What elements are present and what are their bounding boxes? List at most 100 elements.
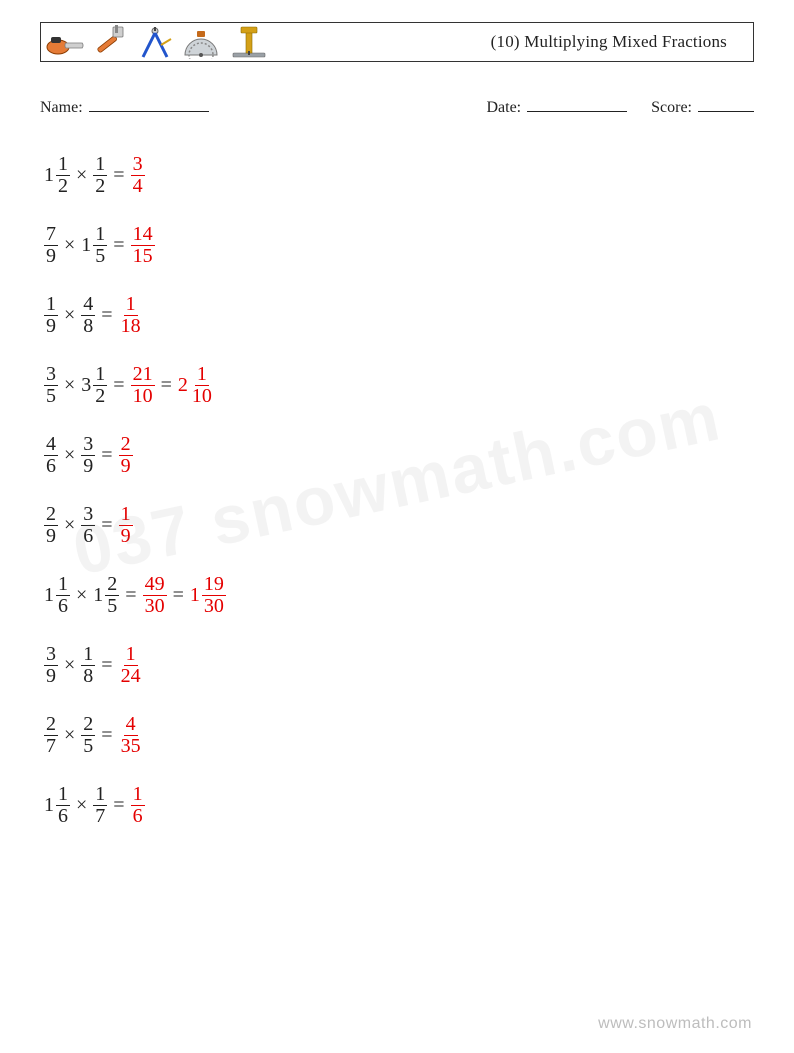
fraction: 18 — [81, 644, 95, 687]
answer: 435 — [119, 714, 143, 757]
score-label: Score: — [651, 99, 692, 117]
fraction: 124 — [119, 644, 143, 687]
denominator: 7 — [44, 736, 58, 757]
multiply-operator: × — [58, 374, 81, 397]
numerator: 2 — [119, 434, 133, 456]
answer: 2110 — [178, 364, 214, 407]
problem-row: 116×125=4930=11930 — [44, 571, 754, 619]
denominator: 4 — [131, 176, 145, 197]
answer: 1415 — [131, 224, 155, 267]
equals-sign: = — [95, 514, 118, 537]
fraction: 2110 — [131, 364, 155, 407]
numerator: 2 — [81, 714, 95, 736]
problem-row: 112×12=34 — [44, 151, 754, 199]
fraction: 19 — [119, 504, 133, 547]
fraction: 1415 — [131, 224, 155, 267]
date-label: Date: — [486, 99, 521, 117]
numerator: 2 — [44, 714, 58, 736]
denominator: 30 — [202, 596, 226, 617]
denominator: 15 — [131, 246, 155, 267]
fraction: 15 — [93, 224, 107, 267]
whole-part: 2 — [178, 374, 190, 397]
denominator: 9 — [44, 666, 58, 687]
problem-list: 112×12=3479×115=141519×48=11835×312=2110… — [40, 151, 754, 829]
denominator: 9 — [44, 316, 58, 337]
tool-icon-row — [45, 25, 271, 59]
equals-sign: = — [95, 654, 118, 677]
fraction: 1930 — [202, 574, 226, 617]
numerator: 1 — [93, 154, 107, 176]
denominator: 8 — [81, 666, 95, 687]
numerator: 1 — [119, 504, 133, 526]
equals-sign: = — [119, 584, 142, 607]
denominator: 2 — [56, 176, 70, 197]
denominator: 9 — [44, 526, 58, 547]
problem-row: 27×25=435 — [44, 711, 754, 759]
equals-sign: = — [95, 724, 118, 747]
answer: 19 — [119, 504, 133, 547]
denominator: 2 — [93, 176, 107, 197]
denominator: 9 — [81, 456, 95, 477]
header-bar: (10) Multiplying Mixed Fractions — [40, 22, 754, 62]
fraction: 435 — [119, 714, 143, 757]
multiply-operator: × — [58, 724, 81, 747]
denominator: 2 — [93, 386, 107, 407]
fraction: 46 — [44, 434, 58, 477]
fraction: 36 — [81, 504, 95, 547]
numerator: 7 — [44, 224, 58, 246]
numerator: 1 — [56, 784, 70, 806]
denominator: 6 — [44, 456, 58, 477]
score-blank[interactable] — [698, 98, 754, 112]
fraction: 16 — [56, 784, 70, 827]
problem-row: 19×48=118 — [44, 291, 754, 339]
multiply-operator: × — [58, 444, 81, 467]
denominator: 35 — [119, 736, 143, 757]
fraction: 12 — [93, 154, 107, 197]
answer: 16 — [131, 784, 145, 827]
multiply-operator: × — [58, 654, 81, 677]
fraction: 35 — [44, 364, 58, 407]
numerator: 3 — [81, 434, 95, 456]
whole-part: 3 — [81, 374, 93, 397]
fraction: 27 — [44, 714, 58, 757]
multiply-operator: × — [70, 584, 93, 607]
numerator: 14 — [131, 224, 155, 246]
date-blank[interactable] — [527, 98, 627, 112]
denominator: 6 — [56, 806, 70, 827]
whole-part: 1 — [190, 584, 202, 607]
problem-row: 29×36=19 — [44, 501, 754, 549]
numerator: 4 — [124, 714, 138, 736]
numerator: 3 — [44, 364, 58, 386]
numerator: 3 — [44, 644, 58, 666]
fraction: 4930 — [143, 574, 167, 617]
fraction: 17 — [93, 784, 107, 827]
numerator: 1 — [195, 364, 209, 386]
fraction: 25 — [105, 574, 119, 617]
numerator: 1 — [93, 224, 107, 246]
numerator: 1 — [124, 294, 138, 316]
fraction: 110 — [190, 364, 214, 407]
equals-sign: = — [95, 304, 118, 327]
problem-row: 39×18=124 — [44, 641, 754, 689]
fraction: 118 — [119, 294, 143, 337]
equals-sign: = — [107, 164, 130, 187]
answer: 4930 — [143, 574, 167, 617]
fraction: 39 — [44, 644, 58, 687]
equals-sign: = — [107, 374, 130, 397]
name-blank[interactable] — [89, 98, 209, 112]
numerator: 49 — [143, 574, 167, 596]
fraction: 12 — [93, 364, 107, 407]
whole-part: 1 — [81, 234, 93, 257]
answer: 11930 — [190, 574, 226, 617]
denominator: 5 — [44, 386, 58, 407]
meta-row: Name: Date: Score: — [40, 98, 754, 117]
numerator: 21 — [131, 364, 155, 386]
fraction: 29 — [44, 504, 58, 547]
numerator: 2 — [105, 574, 119, 596]
footer-url: www.snowmath.com — [598, 1015, 752, 1033]
denominator: 9 — [119, 456, 133, 477]
denominator: 6 — [56, 596, 70, 617]
equals-sign: = — [155, 374, 178, 397]
equals-sign: = — [107, 794, 130, 817]
numerator: 1 — [56, 154, 70, 176]
